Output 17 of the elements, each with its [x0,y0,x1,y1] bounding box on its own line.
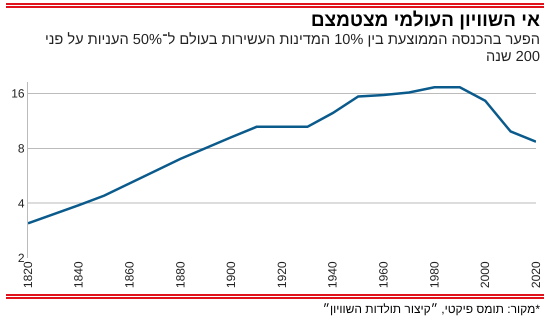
y-tick-label: 8 [18,142,25,156]
x-tick-label: 1980 [427,261,442,288]
x-tick-label: 2000 [478,261,492,288]
x-tick-label: 1860 [122,261,136,288]
x-tick-label: 1900 [224,261,238,288]
x-tick-label: 1940 [326,261,340,288]
chart-title: אי השוויון העולמי מצטמצם [310,10,540,32]
x-tick-label: 2020 [528,261,543,288]
y-tick-label: 4 [18,196,25,210]
line-series [28,86,536,225]
y-tick-label: 16 [11,86,25,101]
x-tick-label: 1920 [274,261,289,288]
text: *מקור: תומס פיקטי, ״קיצור תולדות השוויון״ [322,302,540,316]
x-tick-label: 1840 [72,261,86,288]
x-tick-label: 1960 [376,261,390,288]
x-tick-label: 1880 [173,261,188,288]
chart-subtitle: הפער בהכנסה הממוצעת בין 10% המדינות העשירות בעולם ל־50% העניות על פני 200 שנה [44,32,540,66]
